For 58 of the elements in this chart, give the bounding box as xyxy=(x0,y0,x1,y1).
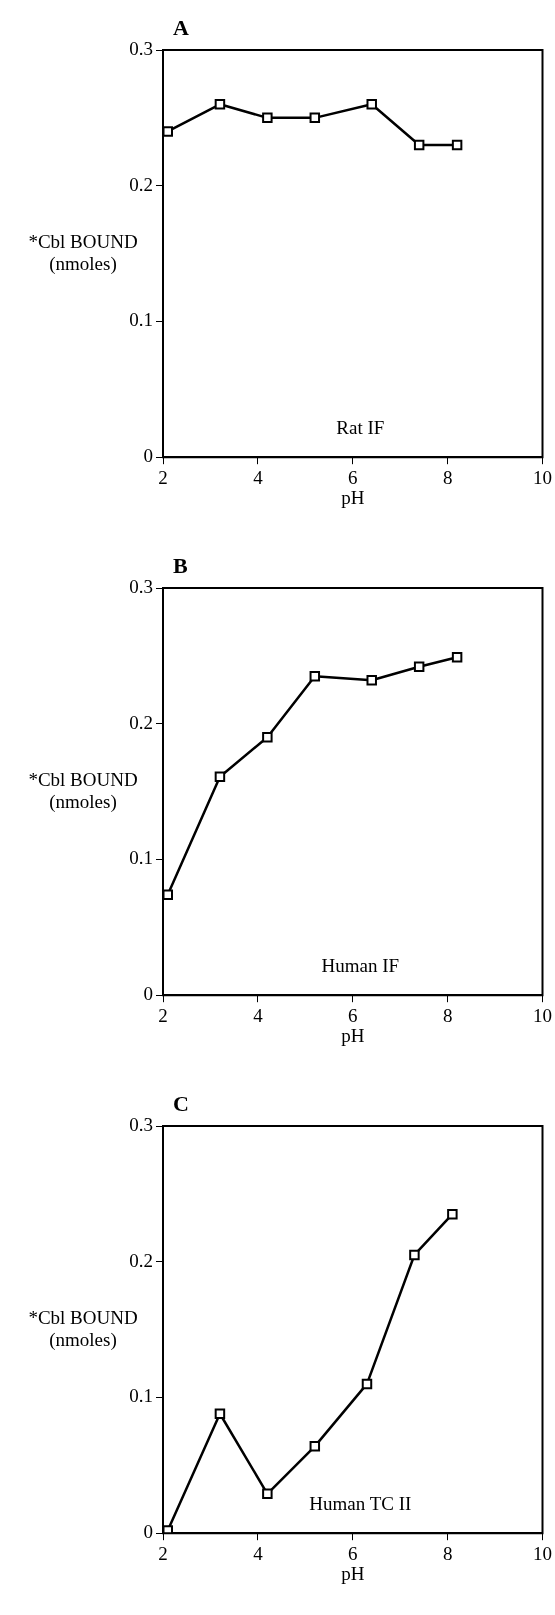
y-axis-title: *Cbl BOUND (nmoles) xyxy=(28,768,138,813)
y-tick-label: 0.3 xyxy=(129,37,153,59)
point xyxy=(447,1208,458,1220)
x-tick-label: 10 xyxy=(533,1542,552,1564)
x-tick-label: 10 xyxy=(533,466,552,488)
point xyxy=(163,126,173,137)
point xyxy=(309,112,321,124)
point xyxy=(366,675,377,686)
x-tick-label: 2 xyxy=(158,466,168,488)
annotation: Human TC II xyxy=(309,1493,412,1515)
y-tick-label: 0.1 xyxy=(129,309,153,331)
x-tick-label: 4 xyxy=(253,466,264,488)
x-tick-label: 6 xyxy=(348,1004,358,1026)
x-axis-title: pH xyxy=(341,486,365,508)
point xyxy=(309,1441,321,1452)
y-tick-label: 0.3 xyxy=(129,1113,153,1135)
point xyxy=(413,661,425,672)
point xyxy=(451,651,463,663)
point xyxy=(409,1249,420,1261)
point xyxy=(214,771,226,782)
y-tick-label: 0.2 xyxy=(129,173,153,195)
point xyxy=(366,99,377,110)
y-tick-label: 0 xyxy=(143,445,153,467)
x-tick-label: 2 xyxy=(158,1004,168,1026)
x-tick-label: 10 xyxy=(533,1004,552,1026)
annotation: Rat IF xyxy=(336,417,385,439)
y-tick-label: 0.1 xyxy=(129,1385,153,1407)
y-axis-title: *Cbl BOUND (nmoles) xyxy=(28,1306,138,1351)
point xyxy=(413,139,425,151)
y-tick-label: 0 xyxy=(143,1521,153,1543)
x-axis-title: pH xyxy=(341,1562,365,1584)
chart-title: A xyxy=(173,14,189,40)
x-tick-label: 4 xyxy=(253,1542,264,1564)
y-tick-label: 0 xyxy=(143,983,153,1005)
y-tick-label: 0.2 xyxy=(129,711,153,733)
y-tick-label: 0.3 xyxy=(129,575,153,597)
point xyxy=(262,1488,273,1500)
chart-title: C xyxy=(173,1090,189,1116)
point xyxy=(262,732,273,743)
point xyxy=(361,1378,373,1390)
x-tick-label: 6 xyxy=(348,466,358,488)
x-tick-label: 8 xyxy=(442,1004,453,1026)
point xyxy=(262,112,273,124)
x-axis-title: pH xyxy=(341,1024,365,1046)
x-tick-label: 8 xyxy=(442,466,453,488)
x-tick-label: 6 xyxy=(348,1542,358,1564)
y-axis-title: *Cbl BOUND (nmoles) xyxy=(28,230,138,275)
y-tick-label: 0.1 xyxy=(129,847,153,869)
x-tick-label: 2 xyxy=(158,1542,168,1564)
x-tick-label: 4 xyxy=(253,1004,264,1026)
point xyxy=(214,1408,226,1419)
annotation: Human IF xyxy=(321,955,400,977)
point xyxy=(309,670,321,682)
point xyxy=(451,139,463,151)
x-tick-label: 8 xyxy=(442,1542,453,1564)
y-tick-label: 0.2 xyxy=(129,1249,153,1271)
point xyxy=(214,99,226,110)
chart-title: B xyxy=(173,552,188,578)
